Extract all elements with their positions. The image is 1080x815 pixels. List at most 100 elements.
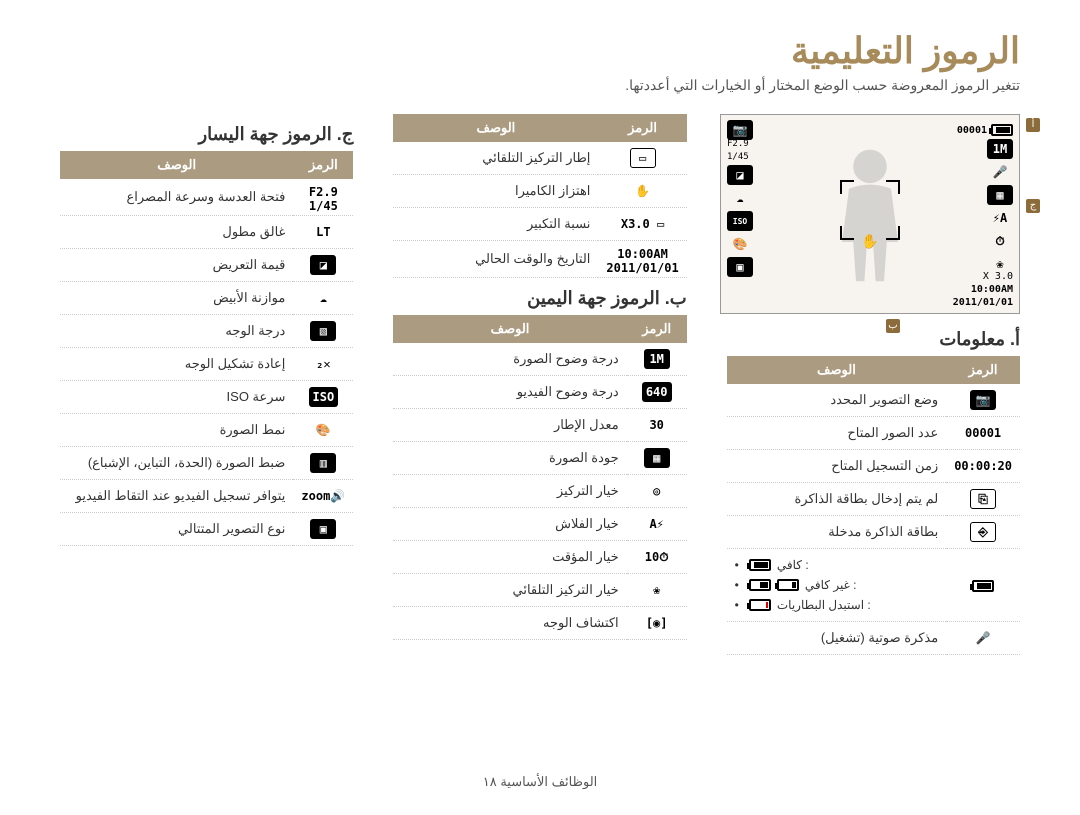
table-row: ▧درجة الوجه [60,315,353,348]
row-desc: جودة الصورة [393,442,626,475]
row-icon: 30 [644,415,670,435]
row-icon: 1M [644,349,670,369]
table-row: 30 معدل الإطار [393,409,686,442]
shutter-text: 1/45 [727,152,753,162]
res-icon: 1M [987,139,1013,159]
table-row: ⎘لم يتم إدخال بطاقة الذاكرة [727,483,1020,516]
content-columns: أ ج ب 📷 00001 F2.9 1/45 ◪ ☁ [0,114,1080,655]
row-desc: إعادة تشكيل الوجه [60,348,293,381]
col-a: أ ج ب 📷 00001 F2.9 1/45 ◪ ☁ [727,114,1020,655]
batt-low: : غير كافي [735,575,939,595]
table-row: ◪قيمة التعريض [60,249,353,282]
row-icon: ▦ [644,448,670,468]
ev-icon: ◪ [727,165,753,185]
col-c: ج. الرموز جهة اليسار الرمزالوصف F2.9 1/4… [60,114,353,655]
row-icon: ▣ [310,519,336,539]
col-b: الرمزالوصف ▭إطار التركيز التلقائي✋اهتزاز… [393,114,686,655]
section-c-heading: ج. الرموز جهة اليسار [60,124,353,145]
row-desc: ضبط الصورة (الحدة، التباين، الإشباع) [60,447,293,480]
section-b-heading: ب. الرموز جهة اليمين [393,288,686,309]
mic-icon: 🎤 [987,162,1013,182]
batt-full: : كافي [735,555,939,575]
qual-icon: ▦ [987,185,1013,205]
table-row: 🎨 نمط الصورة [60,414,353,447]
row-desc: نمط الصورة [60,414,293,447]
row-desc: درجة الوجه [60,315,293,348]
row-icon: ☁ [310,288,336,308]
row-icon: ◎ [644,481,670,501]
row-desc: خيار الفلاش [393,508,626,541]
table-row: 00:00:20 زمن التسجيل المتاح [727,450,1020,483]
row-desc: اهتزاز الكاميرا [393,175,598,208]
row-icon: ✕₂ [310,354,336,374]
row-desc: خيار التركيز [393,475,626,508]
iso-icon: ISO [727,211,753,231]
table-b: الرمزالوصف 1Mدرجة وضوح الصورة640درجة وضو… [393,315,686,640]
row-desc: خيار المؤقت [393,541,626,574]
table-b-top: الرمزالوصف ▭إطار التركيز التلقائي✋اهتزاز… [393,114,686,278]
row-icon: ▥ [310,453,336,473]
row-desc: درجة وضوح الفيديو [393,376,626,409]
battery-icon [991,124,1013,136]
table-row: [◉] اكتشاف الوجه [393,607,686,640]
row-desc: زمن التسجيل المتاح [727,450,947,483]
row-icon: ❀ [644,580,670,600]
row-icon: ▭ X3.0 [621,214,664,234]
table-row: ▦ جودة الصورة [393,442,686,475]
row-icon: 640 [642,382,672,402]
flash-icon: ⚡A [987,208,1013,228]
row-desc: سرعة ISO [60,381,293,414]
marker-c: ج [1026,199,1040,213]
row-desc: خيار التركيز التلقائي [393,574,626,607]
touch-icon: ✋ [861,234,878,250]
table-a: الرمزالوصف 📷وضع التصوير المحدد00001عدد ا… [727,356,1020,655]
table-row: LT غالق مطول [60,216,353,249]
burst-icon: ▣ [727,257,753,277]
table-row: ⎆بطاقة الذاكرة مدخلة [727,516,1020,549]
battery-row: : كافي : غير كافي : استبدل البطاريات [727,549,1020,622]
row-icon: LT [310,222,336,242]
row-icon: 🎨 [310,420,336,440]
table-row: 00001عدد الصور المتاح [727,417,1020,450]
row-desc: نوع التصوير المتتالي [60,513,293,546]
screen-bottom-info: X 3.0 10:00AM 2011/01/01 [953,270,1013,309]
row-icon: ✋ [630,181,656,201]
marker-a: أ [1026,118,1040,132]
page-title: الرموز التعليمية [0,0,1080,77]
table-row: ▭ إطار التركيز التلقائي [393,142,686,175]
row-desc: غالق مطول [60,216,293,249]
row-icon: ISO [309,387,339,407]
counter-text: 00001 [957,125,987,136]
row-desc: فتحة العدسة وسرعة المصراع [60,179,293,216]
table-row: ⚡Aخيار الفلاش [393,508,686,541]
row-desc: درجة وضوح الصورة [393,343,626,376]
wb-icon: ☁ [727,188,753,208]
row-icon: 🔊zoom [301,486,345,506]
row-desc: لم يتم إدخال بطاقة الذاكرة [727,483,947,516]
row-icon: ▭ [630,148,656,168]
row-icon: 00001 [965,423,1001,443]
row-icon: F2.9 1/45 [309,189,338,209]
table-row: ▭ X3.0نسبة التكبير [393,208,686,241]
table-row: 640 درجة وضوح الفيديو [393,376,686,409]
section-a-heading: أ. معلومات [727,329,1020,350]
table-c: الرمزالوصف F2.9 1/45فتحة العدسة وسرعة ال… [60,151,353,546]
row-desc: إطار التركيز التلقائي [393,142,598,175]
row-desc: اكتشاف الوجه [393,607,626,640]
row-desc: قيمة التعريض [60,249,293,282]
table-row: ▥ ضبط الصورة (الحدة، التباين، الإشباع) [60,447,353,480]
row-icon: ⎆ [970,522,996,542]
table-row: ✕₂ إعادة تشكيل الوجه [60,348,353,381]
row-icon: [◉] [644,613,670,633]
table-row: 📷وضع التصوير المحدد [727,384,1020,417]
table-row: 1M درجة وضوح الصورة [393,343,686,376]
row-icon: 10:00AM 2011/01/01 [606,251,678,271]
table-row: ▣ نوع التصوير المتتالي [60,513,353,546]
marker-b: ب [886,319,900,333]
row-desc: يتوافر تسجيل الفيديو عند التقاط الفيديو [60,480,293,513]
table-row: ☁موازنة الأبيض [60,282,353,315]
row-icon: 00:00:20 [954,456,1012,476]
row-desc: معدل الإطار [393,409,626,442]
row-icon: 📷 [970,390,996,410]
voice-memo-row: 🎤 مذكرة صوتية (تشغيل) [727,622,1020,655]
